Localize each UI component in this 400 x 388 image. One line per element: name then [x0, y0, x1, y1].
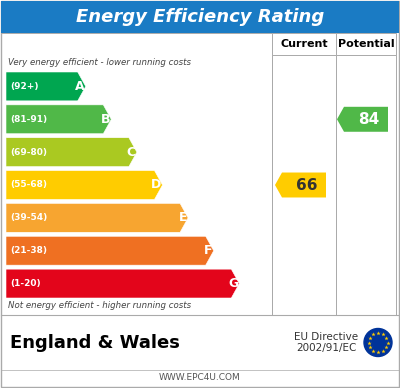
Polygon shape: [6, 203, 188, 232]
Polygon shape: [275, 173, 326, 197]
Text: B: B: [101, 113, 110, 126]
Polygon shape: [6, 236, 214, 265]
Bar: [336, 33, 396, 55]
Polygon shape: [6, 171, 162, 199]
Text: Very energy efficient - lower running costs: Very energy efficient - lower running co…: [8, 58, 191, 67]
Text: E: E: [178, 211, 187, 224]
Text: D: D: [151, 178, 162, 192]
Bar: [1, 1, 399, 33]
Text: (21-38): (21-38): [10, 246, 47, 255]
Text: (55-68): (55-68): [10, 180, 47, 189]
Bar: [272, 33, 336, 55]
Text: EU Directive: EU Directive: [294, 333, 358, 343]
Text: Potential: Potential: [338, 39, 394, 49]
Text: Energy Efficiency Rating: Energy Efficiency Rating: [76, 8, 324, 26]
Bar: [336, 55, 396, 315]
Text: Current: Current: [280, 39, 328, 49]
Polygon shape: [6, 72, 86, 101]
Text: England & Wales: England & Wales: [10, 334, 180, 352]
Text: F: F: [204, 244, 213, 257]
Polygon shape: [6, 269, 239, 298]
Text: C: C: [127, 146, 136, 159]
Text: A: A: [75, 80, 85, 93]
Polygon shape: [6, 105, 111, 134]
Text: Not energy efficient - higher running costs: Not energy efficient - higher running co…: [8, 301, 191, 310]
Text: (81-91): (81-91): [10, 115, 47, 124]
Text: WWW.EPC4U.COM: WWW.EPC4U.COM: [159, 374, 241, 383]
Text: (39-54): (39-54): [10, 213, 47, 222]
Polygon shape: [6, 138, 137, 166]
Polygon shape: [337, 107, 388, 132]
Text: (92+): (92+): [10, 82, 38, 91]
Text: (1-20): (1-20): [10, 279, 41, 288]
Text: 84: 84: [358, 112, 380, 127]
Text: 2002/91/EC: 2002/91/EC: [296, 343, 356, 353]
Text: (69-80): (69-80): [10, 148, 47, 157]
Bar: [1, 33, 272, 315]
Text: 66: 66: [296, 177, 318, 192]
Circle shape: [364, 329, 392, 357]
Bar: [272, 55, 336, 315]
Text: G: G: [228, 277, 238, 290]
